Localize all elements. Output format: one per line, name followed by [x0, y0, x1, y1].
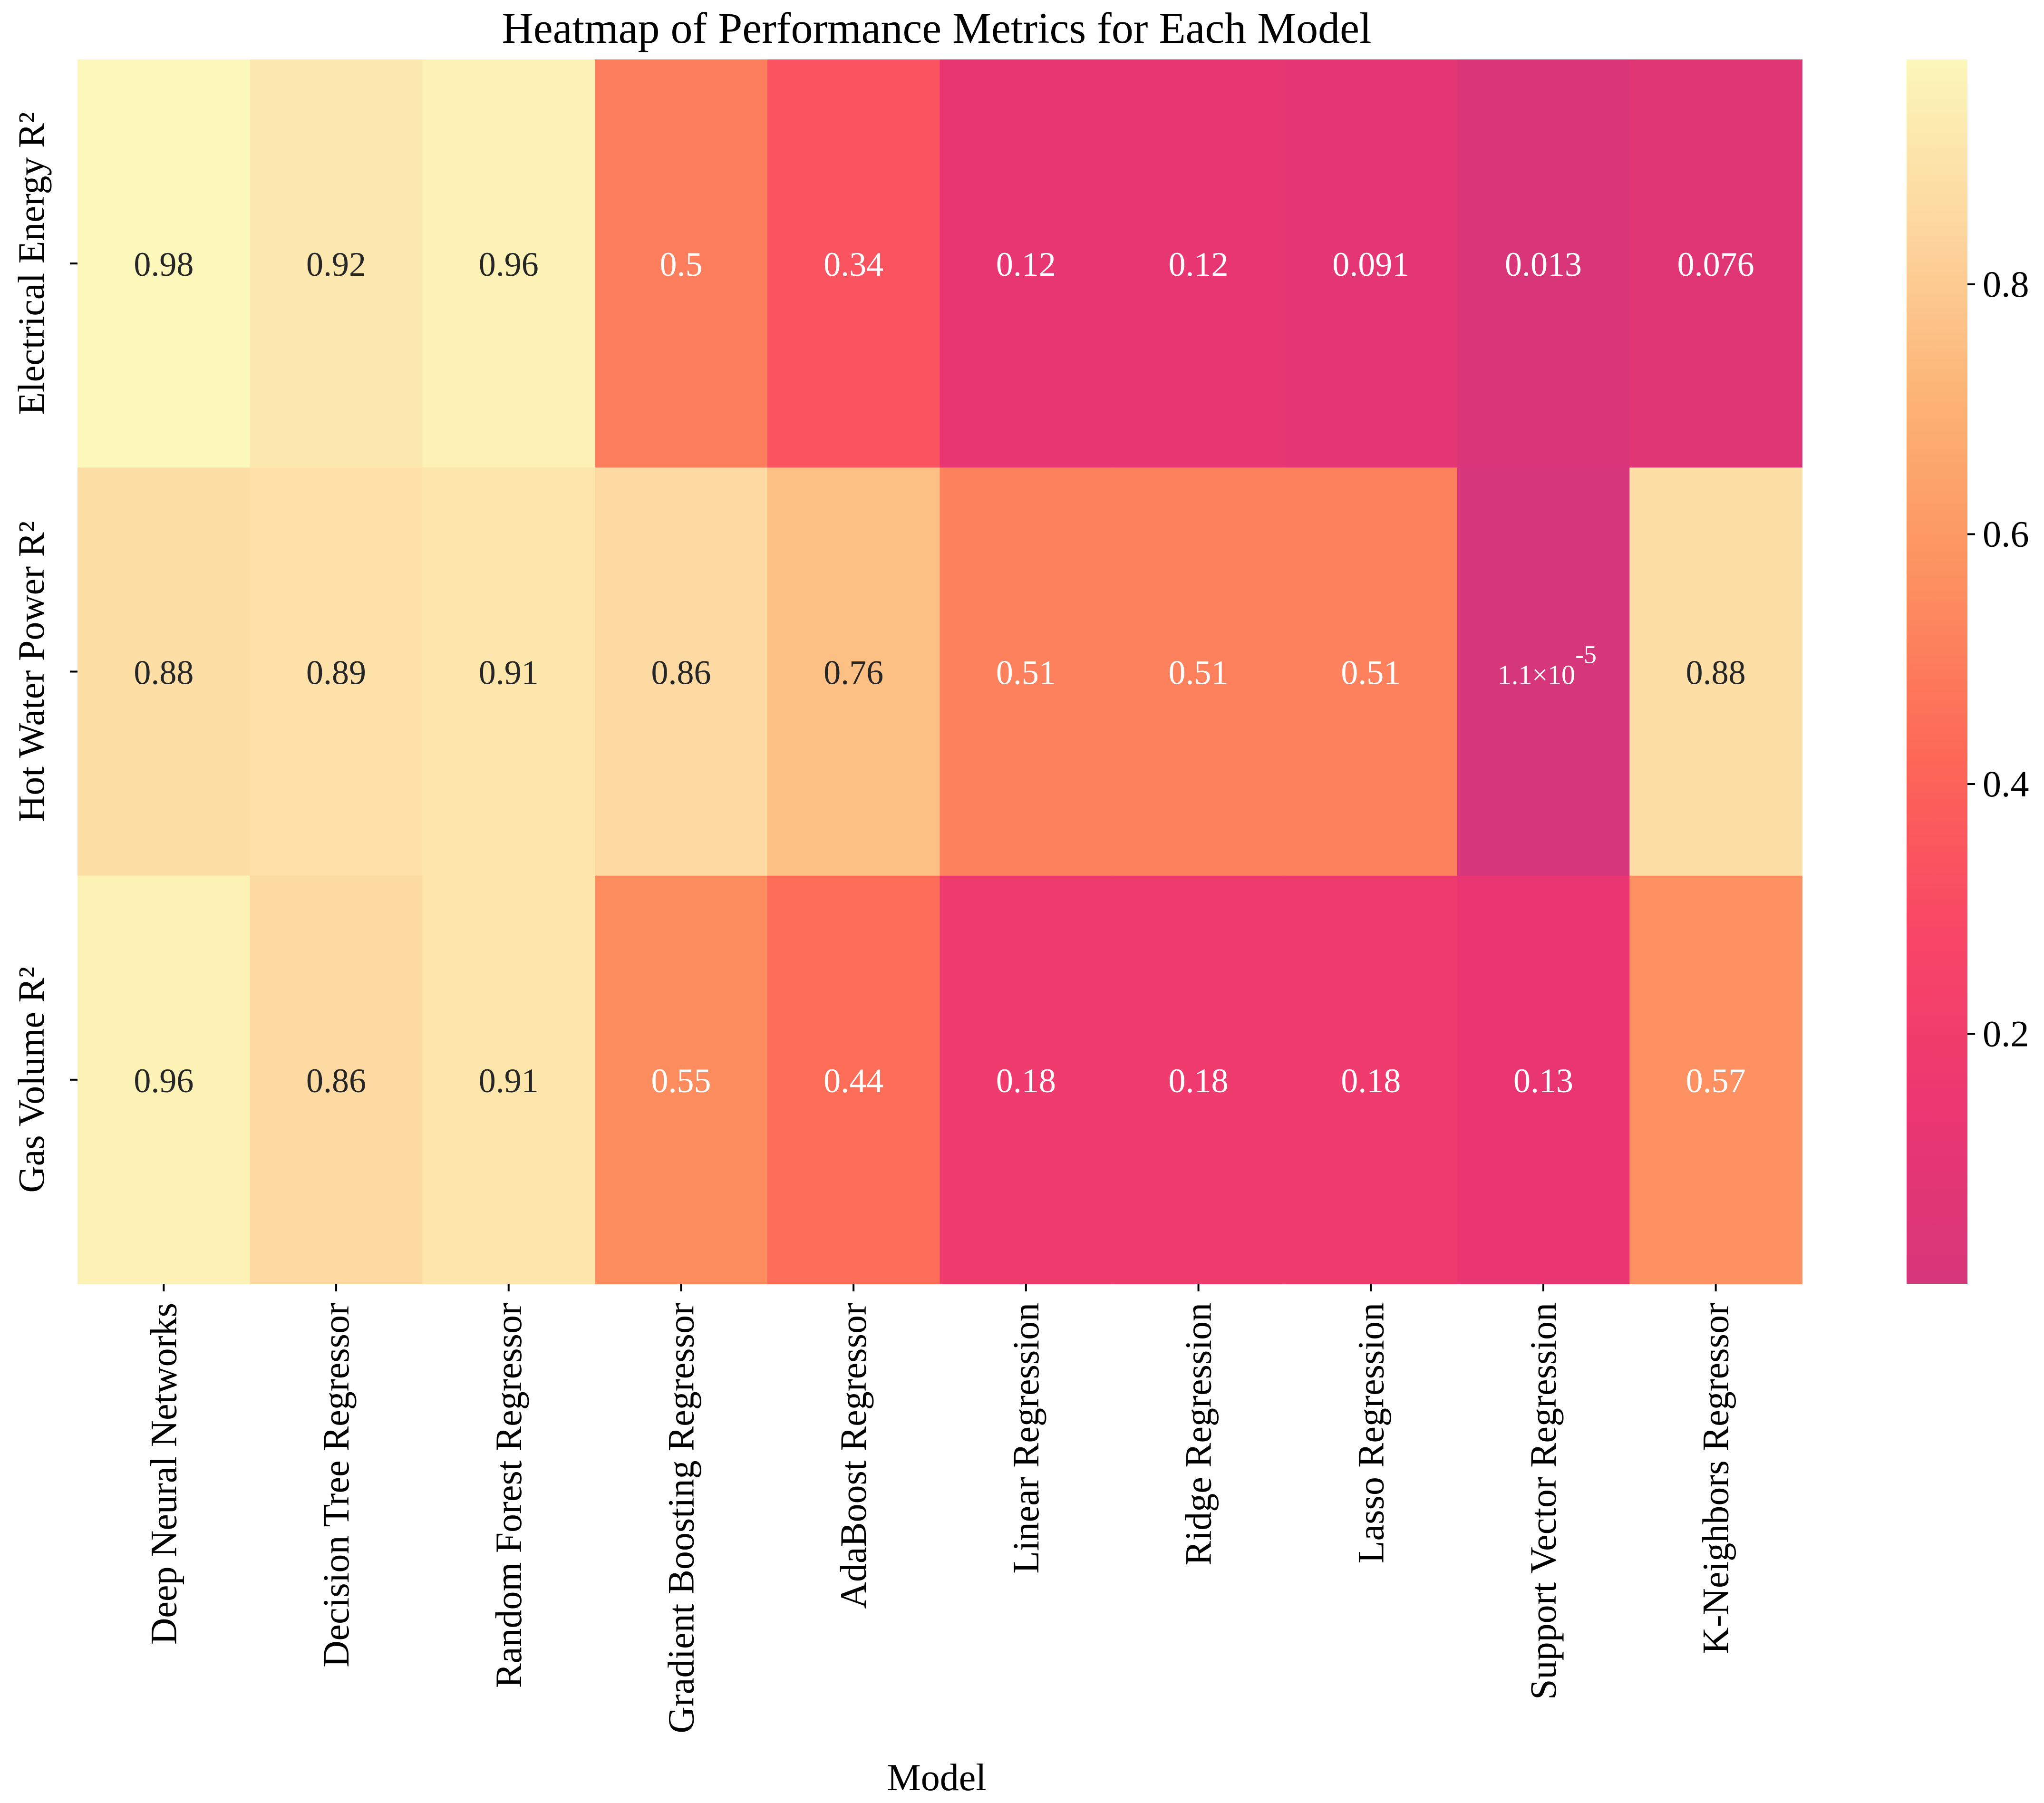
heatmap-cell — [422, 467, 595, 876]
heatmap-cell — [77, 59, 251, 468]
heatmap-cell — [1457, 875, 1630, 1284]
cell-annotation: 0.86 — [306, 1062, 366, 1100]
heatmap-cell — [1457, 59, 1630, 468]
cell-annotation: 0.91 — [479, 1062, 539, 1100]
cell-annotation: 0.12 — [1169, 245, 1229, 283]
cell-annotation: 0.076 — [1677, 245, 1754, 283]
heatmap-cell — [1284, 875, 1458, 1284]
heatmap-cell — [1112, 59, 1285, 468]
x-tick-label: Gradient Boosting Regressor — [660, 1303, 701, 1734]
colorbar-gradient — [1907, 59, 1967, 1284]
x-tick-label: Linear Regression — [1005, 1303, 1046, 1574]
heatmap-cell — [250, 875, 423, 1284]
cell-annotation: 0.51 — [996, 654, 1056, 692]
cell-annotation: 0.55 — [651, 1062, 711, 1100]
heatmap-cell — [422, 59, 595, 468]
heatmap-cell — [1284, 59, 1458, 468]
x-tick-label: Support Vector Regression — [1522, 1303, 1564, 1700]
cell-annotation: 0.89 — [306, 654, 366, 692]
cell-annotation: 1.1×10-5 — [1498, 640, 1597, 690]
heatmap-cell — [940, 875, 1113, 1284]
cell-annotation: 0.98 — [134, 245, 194, 283]
cell-annotation: 0.51 — [1341, 654, 1401, 692]
colorbar-tick-label: 0.4 — [1983, 763, 2029, 805]
cell-annotation: 0.091 — [1332, 245, 1409, 283]
heatmap-cell — [250, 467, 423, 876]
cell-annotation: 0.18 — [996, 1062, 1056, 1100]
annotations-layer: 0.98 0.92 0.96 0.5 0.34 0.12 0.12 0.091 0.013 0.0… — [134, 245, 1754, 1100]
x-tick-label: Lasso Regression — [1350, 1303, 1391, 1563]
heatmap-cell — [767, 875, 940, 1284]
colorbar: 0.2 0.4 0.6 0.8 — [1907, 59, 2029, 1284]
cell-annotation: 0.57 — [1686, 1062, 1746, 1100]
annotation-mantissa: 1.1×10 — [1498, 659, 1575, 690]
cell-annotation: 0.96 — [479, 245, 539, 283]
cell-annotation: 0.18 — [1169, 1062, 1229, 1100]
y-axis: Electrical Energy R² Hot Water Power R² Ga… — [10, 112, 77, 1193]
heatmap-cell — [595, 467, 768, 876]
x-tick-label: Ridge Regression — [1178, 1303, 1219, 1565]
cell-annotation: 0.88 — [134, 654, 194, 692]
cell-annotation: 0.013 — [1505, 245, 1582, 283]
cell-annotation: 0.76 — [823, 654, 883, 692]
heatmap-cell — [422, 875, 595, 1284]
x-tick-label: Random Forest Regressor — [488, 1303, 529, 1688]
colorbar-tick-label: 0.6 — [1983, 513, 2029, 554]
x-tick-label: K-Neighbors Regressor — [1695, 1303, 1736, 1654]
cell-annotation: 0.86 — [651, 654, 711, 692]
heatmap-cell — [595, 59, 768, 468]
heatmap-cell — [1629, 467, 1802, 876]
cell-annotation: 0.91 — [479, 654, 539, 692]
x-axis-title: Model — [887, 1757, 987, 1799]
heatmap-cell — [77, 467, 251, 876]
heatmap-cell — [767, 59, 940, 468]
chart-title: Heatmap of Performance Metrics for Each … — [502, 4, 1371, 52]
x-axis: Deep Neural Networks Decision Tree Regres… — [143, 1284, 1736, 1734]
heatmap-cell — [767, 467, 940, 876]
heatmap-cell — [1629, 59, 1802, 468]
heatmap-cell — [77, 875, 251, 1284]
colorbar-tick-label: 0.2 — [1983, 1013, 2029, 1055]
cell-annotation: 0.34 — [823, 245, 883, 283]
x-tick-label: AdaBoost Regressor — [833, 1303, 874, 1609]
x-tick-label: Deep Neural Networks — [143, 1303, 184, 1645]
heatmap-cell — [1457, 467, 1630, 876]
heatmap-cell — [1112, 467, 1285, 876]
cell-annotation: 0.5 — [659, 245, 702, 283]
heatmap-cell — [595, 875, 768, 1284]
colorbar-tick-label: 0.8 — [1983, 263, 2029, 305]
cell-annotation: 0.92 — [306, 245, 366, 283]
cell-annotation: 0.18 — [1341, 1062, 1401, 1100]
heatmap-cell — [1284, 467, 1458, 876]
cell-annotation: 0.12 — [996, 245, 1056, 283]
y-tick-label: Hot Water Power R² — [10, 521, 52, 822]
heatmap-cell — [940, 467, 1113, 876]
cells-layer — [77, 59, 1802, 1284]
cell-annotation: 0.13 — [1513, 1062, 1573, 1100]
heatmap-cell — [1112, 875, 1285, 1284]
cell-annotation: 0.44 — [823, 1062, 883, 1100]
cell-annotation: 0.88 — [1686, 654, 1746, 692]
cell-annotation: 0.51 — [1169, 654, 1229, 692]
x-tick-label: Decision Tree Regressor — [315, 1303, 357, 1667]
heatmap-cell — [940, 59, 1113, 468]
cell-annotation: 0.96 — [134, 1062, 194, 1100]
annotation-exponent: -5 — [1575, 640, 1597, 669]
heatmap-cell — [250, 59, 423, 468]
y-tick-label: Gas Volume R² — [10, 967, 52, 1193]
heatmap-cell — [1629, 875, 1802, 1284]
y-tick-label: Electrical Energy R² — [10, 112, 52, 415]
